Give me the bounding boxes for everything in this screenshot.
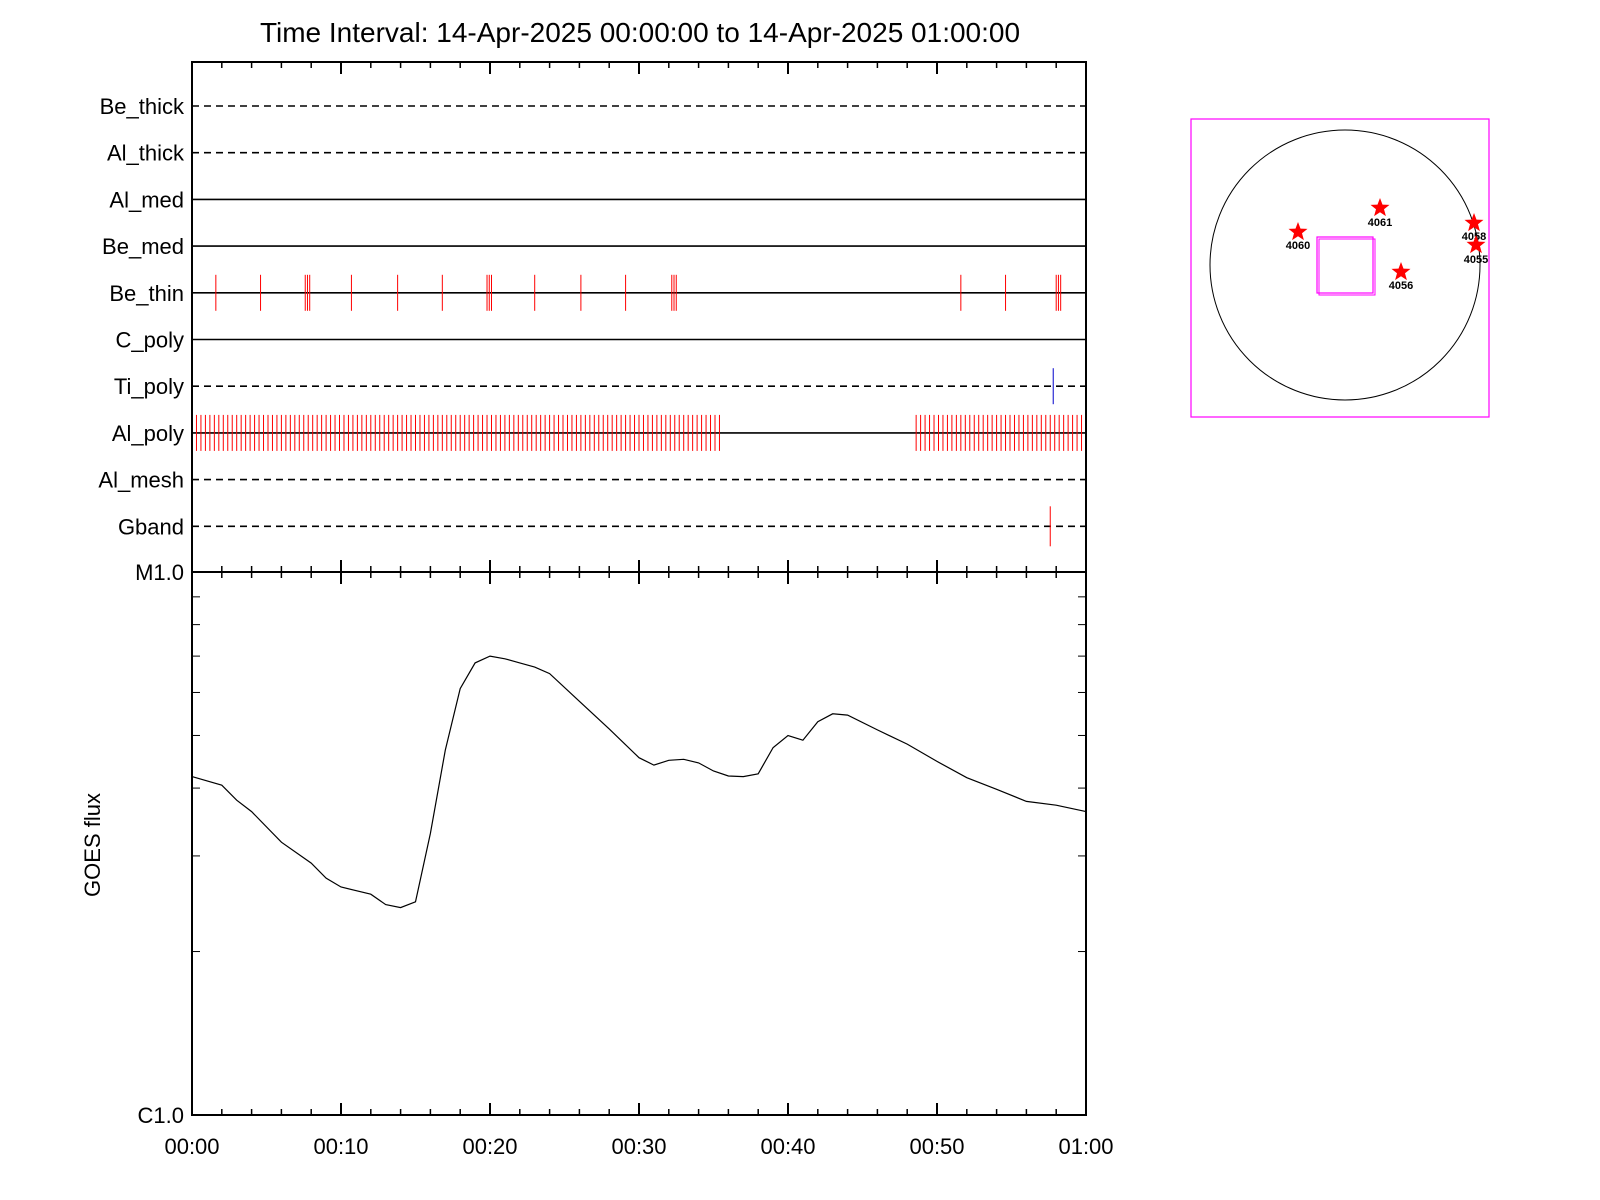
timeline-frame: [191, 61, 1087, 573]
map-frame: [1190, 118, 1490, 418]
y-axis-label: GOES flux: [80, 793, 105, 897]
region-star-4060: [1288, 222, 1308, 241]
x-tick-label: 00:20: [462, 1134, 517, 1159]
region-star-4055: [1466, 235, 1486, 254]
y-tick-label: C1.0: [138, 1103, 184, 1128]
row-label-Ti_poly: Ti_poly: [114, 374, 184, 399]
region-label-4056: 4056: [1389, 280, 1413, 292]
row-label-Al_thick: Al_thick: [107, 141, 185, 166]
region-label-4060: 4060: [1286, 240, 1310, 252]
row-label-C_poly: C_poly: [116, 328, 184, 353]
fov-box-2: [1318, 238, 1376, 296]
x-tick-label: 01:00: [1058, 1134, 1113, 1159]
row-label-Be_thick: Be_thick: [100, 94, 185, 119]
row-label-Al_med: Al_med: [109, 187, 184, 212]
region-label-4061: 4061: [1368, 217, 1392, 229]
chart-title: Time Interval: 14-Apr-2025 00:00:00 to 1…: [260, 17, 1020, 48]
region-label-4055: 4055: [1464, 254, 1488, 266]
row-label-Gband: Gband: [118, 514, 184, 539]
row-label-Be_med: Be_med: [102, 234, 184, 259]
solar-disk-map: 4060 4061 4058 4055 4056: [1190, 118, 1490, 418]
row-label-Al_poly: Al_poly: [112, 421, 184, 446]
y-tick-label: M1.0: [135, 560, 184, 585]
x-tick-label: 00:30: [611, 1134, 666, 1159]
x-tick-label: 00:10: [313, 1134, 368, 1159]
detector-timeline-panel: Be_thick Al_thick Al_med Be_med Be_thin C_pol…: [98, 61, 1087, 573]
row-label-Be_thin: Be_thin: [109, 281, 184, 306]
region-label-4058: 4058: [1462, 231, 1486, 243]
fov-box: [1316, 236, 1374, 294]
row-label-Al_mesh: Al_mesh: [98, 468, 184, 493]
region-star-4056: [1391, 262, 1411, 281]
goes-frame: [191, 571, 1087, 1116]
goes-flux-panel: GOES flux M1.0 C1.0 00:00 00:10 00:20 00:30 0…: [80, 560, 1114, 1159]
solar-disk: [1209, 129, 1481, 401]
region-star-4061: [1370, 198, 1390, 217]
x-tick-label: 00:50: [909, 1134, 964, 1159]
goes-flux-line: [191, 655, 1087, 909]
region-star-4058: [1464, 213, 1484, 232]
x-tick-label: 00:40: [760, 1134, 815, 1159]
x-tick-label: 00:00: [164, 1134, 219, 1159]
